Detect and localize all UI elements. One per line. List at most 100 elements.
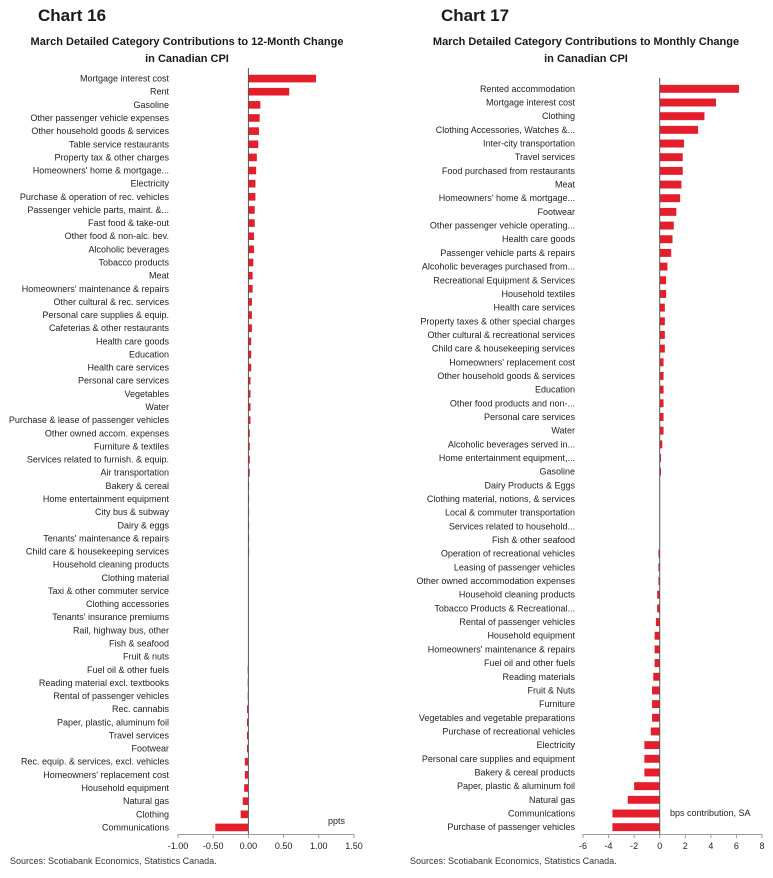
chart-17-category-label: Purchase of recreational vehicles bbox=[442, 726, 575, 736]
chart-17-bar bbox=[659, 248, 672, 257]
chart-17-tick-label: 0 bbox=[657, 841, 662, 851]
chart-16-bar bbox=[248, 127, 259, 135]
chart-16-number: Chart 16 bbox=[38, 6, 107, 25]
chart-16-bar bbox=[246, 731, 249, 740]
chart-17-bar bbox=[612, 809, 660, 818]
chart-17-bar bbox=[659, 330, 665, 339]
chart-16-tick-label: 1.00 bbox=[310, 841, 328, 851]
chart-17-category-label: Vegetables and vegetable preparations bbox=[419, 713, 576, 723]
chart-17-tick-label: 4 bbox=[708, 841, 713, 851]
chart-16-tick-label: -1.00 bbox=[168, 841, 189, 851]
chart-17-category-label: Leasing of passenger vehicles bbox=[454, 562, 576, 572]
chart-16-category-label: Services related to furnish. & equip. bbox=[27, 455, 169, 465]
chart-16-category-label: Other household goods & services bbox=[31, 126, 169, 136]
chart-16-category-label: Natural gas bbox=[123, 796, 170, 806]
chart-17-category-label: Alcoholic beverages purchased from... bbox=[422, 262, 575, 272]
chart-16-category-label: Property tax & other charges bbox=[54, 152, 169, 162]
chart-16-category-label: Tobacco products bbox=[98, 258, 169, 268]
chart-17-bar bbox=[659, 344, 665, 353]
chart-17-tick-label: 8 bbox=[759, 841, 764, 851]
chart-17-bar bbox=[659, 289, 667, 298]
chart-17-bar bbox=[659, 358, 664, 367]
chart-17-bar bbox=[659, 467, 661, 476]
chart-16-category-label: Vegetables bbox=[124, 389, 169, 399]
chart-16-category-label: Tenants' maintenance & repairs bbox=[43, 533, 169, 543]
chart-17-bar bbox=[659, 166, 683, 175]
chart-16-category-label: Rec. cannabis bbox=[112, 704, 170, 714]
chart-16-category-label: Furniture & textiles bbox=[94, 441, 170, 451]
chart-17-bar bbox=[644, 754, 660, 763]
chart-16-category-label: Travel services bbox=[109, 730, 170, 740]
chart-17-category-label: Other cultural & recreational services bbox=[427, 330, 575, 340]
chart-17-bar bbox=[659, 84, 739, 93]
chart-17-bar bbox=[658, 577, 660, 586]
chart-17-bar bbox=[652, 686, 660, 695]
chart-17-category-label: Health care goods bbox=[502, 234, 576, 244]
chart-16-category-label: Other food & non-alc. bev. bbox=[65, 231, 169, 241]
chart-17-category-label: Water bbox=[551, 426, 575, 436]
chart-17-category-label: Fish & other seafood bbox=[492, 535, 575, 545]
chart-17-category-label: Local & commuter transportation bbox=[445, 508, 575, 518]
chart-17-category-label: Clothing Accessories, Watches &... bbox=[436, 125, 575, 135]
chart-17-bar bbox=[659, 235, 673, 244]
chart-16-bar bbox=[248, 153, 257, 162]
chart-16-bar bbox=[248, 258, 254, 267]
chart-16-category-label: Gasoline bbox=[133, 100, 169, 110]
chart-16-title: March Detailed Category Contributions to… bbox=[30, 36, 344, 65]
chart-16-category-label: Meat bbox=[149, 271, 170, 281]
chart-16-category-label: Tenants' insurance premiums bbox=[52, 612, 169, 622]
chart-17-unit-label: bps contribution, SA bbox=[670, 808, 751, 818]
chart-17-bar bbox=[659, 153, 683, 162]
chart-17-bar bbox=[653, 672, 660, 681]
chart-16-category-label: Other passenger vehicle expenses bbox=[30, 113, 169, 123]
chart-17-bar bbox=[659, 262, 668, 271]
chart-17-category-label: Footwear bbox=[537, 207, 575, 217]
chart-16-bar bbox=[248, 416, 251, 424]
chart-16-category-label: Health care services bbox=[87, 363, 169, 373]
chart-16-tick-label: 0.00 bbox=[240, 841, 258, 851]
chart-16-bar bbox=[248, 206, 255, 214]
chart-17-category-label: Clothing material, notions, & services bbox=[427, 494, 576, 504]
chart-16-bar bbox=[246, 718, 249, 727]
chart-16-category-label: Child care & housekeeping services bbox=[26, 547, 170, 557]
chart-17-category-label: Bakery & cereal products bbox=[474, 767, 575, 777]
chart-16-category-label: Rental of passenger vehicles bbox=[53, 691, 169, 701]
chart-17-category-label: Homeowners' home & mortgage... bbox=[439, 193, 575, 203]
chart-16-category-label: Fast food & take-out bbox=[88, 218, 170, 228]
chart-16-category-label: Table service restaurants bbox=[69, 139, 170, 149]
chart-17-tick-label: -6 bbox=[579, 841, 587, 851]
chart-17-bar bbox=[654, 645, 660, 654]
chart-17-bar bbox=[644, 741, 660, 750]
chart-17-bar bbox=[659, 180, 682, 189]
chart-17-bar bbox=[659, 413, 664, 421]
chart-17-category-label: Household cleaning products bbox=[459, 590, 576, 600]
chart-17-bar bbox=[659, 454, 661, 462]
chart-17-category-label: Other owned accommodation expenses bbox=[416, 576, 575, 586]
chart-17-bar bbox=[659, 317, 665, 326]
chart-16-bar bbox=[244, 757, 249, 766]
chart-17-category-label: Paper, plastic & aluminum foil bbox=[457, 781, 575, 791]
chart-17-category-label: Personal care supplies and equipment bbox=[422, 754, 576, 764]
chart-17-tick-label: -4 bbox=[605, 841, 613, 851]
chart-16-category-label: Rec. equip. & services, excl. vehicles bbox=[21, 757, 170, 767]
chart-17-category-label: Services related to household... bbox=[449, 521, 575, 531]
chart-16-category-label: Household equipment bbox=[81, 783, 169, 793]
chart-17-category-label: Communications bbox=[508, 808, 576, 818]
chart-16-category-label: Reading material excl. textbooks bbox=[39, 678, 170, 688]
chart-17-bar bbox=[634, 782, 660, 791]
chart-17-category-label: Homeowners' maintenance & repairs bbox=[428, 644, 576, 654]
chart-17-tick-label: 2 bbox=[683, 841, 688, 851]
chart-17-bar bbox=[650, 727, 660, 736]
chart-16-bar bbox=[248, 442, 250, 451]
chart-16-bar bbox=[248, 429, 250, 438]
chart-16-category-label: Personal care supplies & equip. bbox=[42, 310, 169, 320]
chart-17-category-label: Fruit & Nuts bbox=[527, 685, 575, 695]
chart-16-tick-label: 1.50 bbox=[345, 841, 363, 851]
chart-16-bar bbox=[248, 363, 252, 372]
chart-17-category-label: Inter-city transportation bbox=[483, 139, 575, 149]
chart-17-bar bbox=[652, 700, 660, 709]
chart-17-tick-label: -2 bbox=[630, 841, 638, 851]
chart-17-bar bbox=[659, 426, 664, 435]
chart-17-category-label: Education bbox=[535, 385, 575, 395]
chart-17-title: March Detailed Category Contributions to… bbox=[432, 36, 740, 65]
